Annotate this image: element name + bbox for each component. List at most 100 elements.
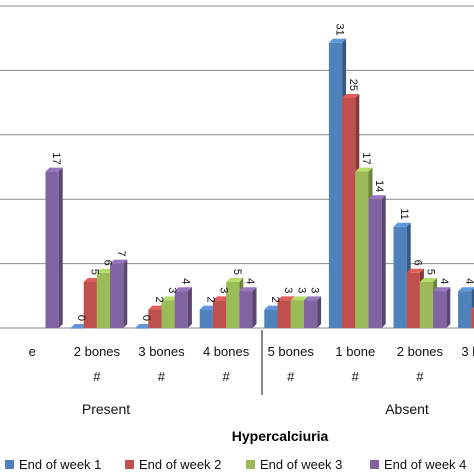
legend-swatch bbox=[5, 460, 14, 469]
data-label: 3 bbox=[218, 287, 230, 293]
bar-front bbox=[226, 282, 240, 328]
significance-mark: # bbox=[287, 369, 295, 384]
bar-top bbox=[135, 324, 153, 328]
data-label: 3 bbox=[295, 287, 307, 293]
bar bbox=[303, 296, 322, 328]
data-label: 5 bbox=[425, 269, 437, 275]
bar-top bbox=[161, 296, 179, 301]
bar-side bbox=[252, 287, 257, 328]
bar-top bbox=[212, 296, 231, 301]
data-label: 6 bbox=[411, 260, 423, 266]
data-label: 6 bbox=[102, 260, 114, 266]
bar-front bbox=[110, 263, 124, 328]
legend: End of week 1 End of week 2 End of week 3 E… bbox=[5, 457, 466, 472]
bar-front bbox=[277, 300, 291, 328]
data-label: 3 bbox=[166, 287, 178, 293]
data-label: 0 bbox=[140, 315, 152, 321]
legend-item: End of week 3 bbox=[246, 457, 342, 472]
bar bbox=[135, 324, 153, 329]
legend-item: End of week 4 bbox=[370, 457, 466, 472]
bar-front bbox=[458, 291, 472, 328]
bars bbox=[45, 38, 474, 329]
data-label: 7 bbox=[115, 250, 127, 256]
x-tick-label: 1 bone bbox=[335, 344, 375, 359]
bar-front bbox=[328, 42, 343, 329]
bar-top bbox=[458, 287, 474, 292]
bar-top bbox=[226, 278, 244, 282]
bar-front bbox=[174, 291, 188, 328]
significance-mark: # bbox=[416, 369, 424, 384]
bar-top bbox=[290, 296, 308, 301]
bar-front bbox=[342, 98, 356, 328]
bar-front bbox=[135, 328, 149, 329]
legend-label: End of week 1 bbox=[19, 457, 101, 472]
x-tick-label: 4 bones bbox=[203, 344, 250, 359]
data-label: 17 bbox=[50, 152, 62, 164]
bar-top bbox=[355, 167, 373, 172]
bar-top bbox=[303, 296, 322, 301]
bar-top bbox=[419, 278, 438, 282]
bar-side bbox=[446, 287, 451, 328]
bar-front bbox=[239, 291, 253, 328]
data-label: 3 bbox=[282, 287, 294, 293]
x-tick-labels: e 2 bones #3 bones #4 bones #5 bones #1 bone #… bbox=[29, 344, 474, 384]
bar-front bbox=[212, 300, 227, 328]
bar-top bbox=[148, 305, 166, 310]
data-label: 4 bbox=[179, 278, 191, 284]
x-tick-label: 2 bones bbox=[397, 344, 444, 359]
bar-side bbox=[187, 287, 192, 328]
bar-top bbox=[393, 222, 411, 227]
data-label: 5 bbox=[231, 269, 243, 275]
bar-side bbox=[381, 195, 386, 328]
bar-front bbox=[161, 300, 175, 328]
bar-top bbox=[471, 306, 474, 310]
bar-top bbox=[83, 278, 101, 282]
bar-front bbox=[264, 309, 278, 328]
bar bbox=[471, 306, 474, 328]
legend-item: End of week 1 bbox=[5, 457, 101, 472]
x-tick-label: 3 bones bbox=[138, 344, 185, 359]
data-label: 5 bbox=[88, 269, 100, 275]
data-label: 0 bbox=[75, 315, 87, 321]
bar bbox=[368, 195, 386, 328]
bar bbox=[110, 259, 128, 328]
bar-front bbox=[355, 171, 369, 328]
data-label: 31 bbox=[334, 24, 346, 36]
x-tick-label: 3 bones bbox=[461, 344, 474, 359]
legend-label: End of week 2 bbox=[139, 457, 221, 472]
data-label: 4 bbox=[463, 278, 474, 284]
significance-mark: # bbox=[93, 369, 101, 384]
data-label: 2 bbox=[153, 296, 165, 302]
bar-top bbox=[199, 305, 217, 310]
bar bbox=[174, 287, 192, 328]
data-label: 2 bbox=[269, 296, 281, 302]
bar-front bbox=[471, 309, 474, 328]
data-label: 3 bbox=[309, 287, 321, 293]
significance-mark: # bbox=[222, 369, 230, 384]
bar-front bbox=[199, 309, 213, 328]
data-label: 11 bbox=[398, 208, 410, 219]
legend-swatch bbox=[246, 460, 255, 469]
data-label: 4 bbox=[244, 278, 256, 284]
legend-item: End of week 2 bbox=[125, 457, 221, 472]
bar-front bbox=[96, 272, 111, 328]
significance-mark: # bbox=[352, 369, 360, 384]
bar-top bbox=[406, 268, 424, 273]
bar bbox=[433, 287, 451, 328]
bar-front bbox=[368, 199, 382, 328]
bar-side bbox=[58, 167, 63, 328]
legend-swatch bbox=[370, 460, 379, 469]
x-tick-label: 2 bones bbox=[74, 344, 121, 359]
bar-front bbox=[290, 300, 304, 328]
group-label-absent: Absent bbox=[385, 401, 429, 417]
bar bbox=[45, 167, 63, 328]
x-tick-label: 5 bones bbox=[268, 344, 315, 359]
bar-top bbox=[264, 305, 282, 310]
bar-front bbox=[393, 226, 407, 328]
bar-front bbox=[419, 282, 434, 328]
significance-mark: # bbox=[158, 369, 166, 384]
data-labels: 170567023423542333312517141165442104 bbox=[50, 24, 474, 321]
bar-top bbox=[342, 94, 360, 98]
